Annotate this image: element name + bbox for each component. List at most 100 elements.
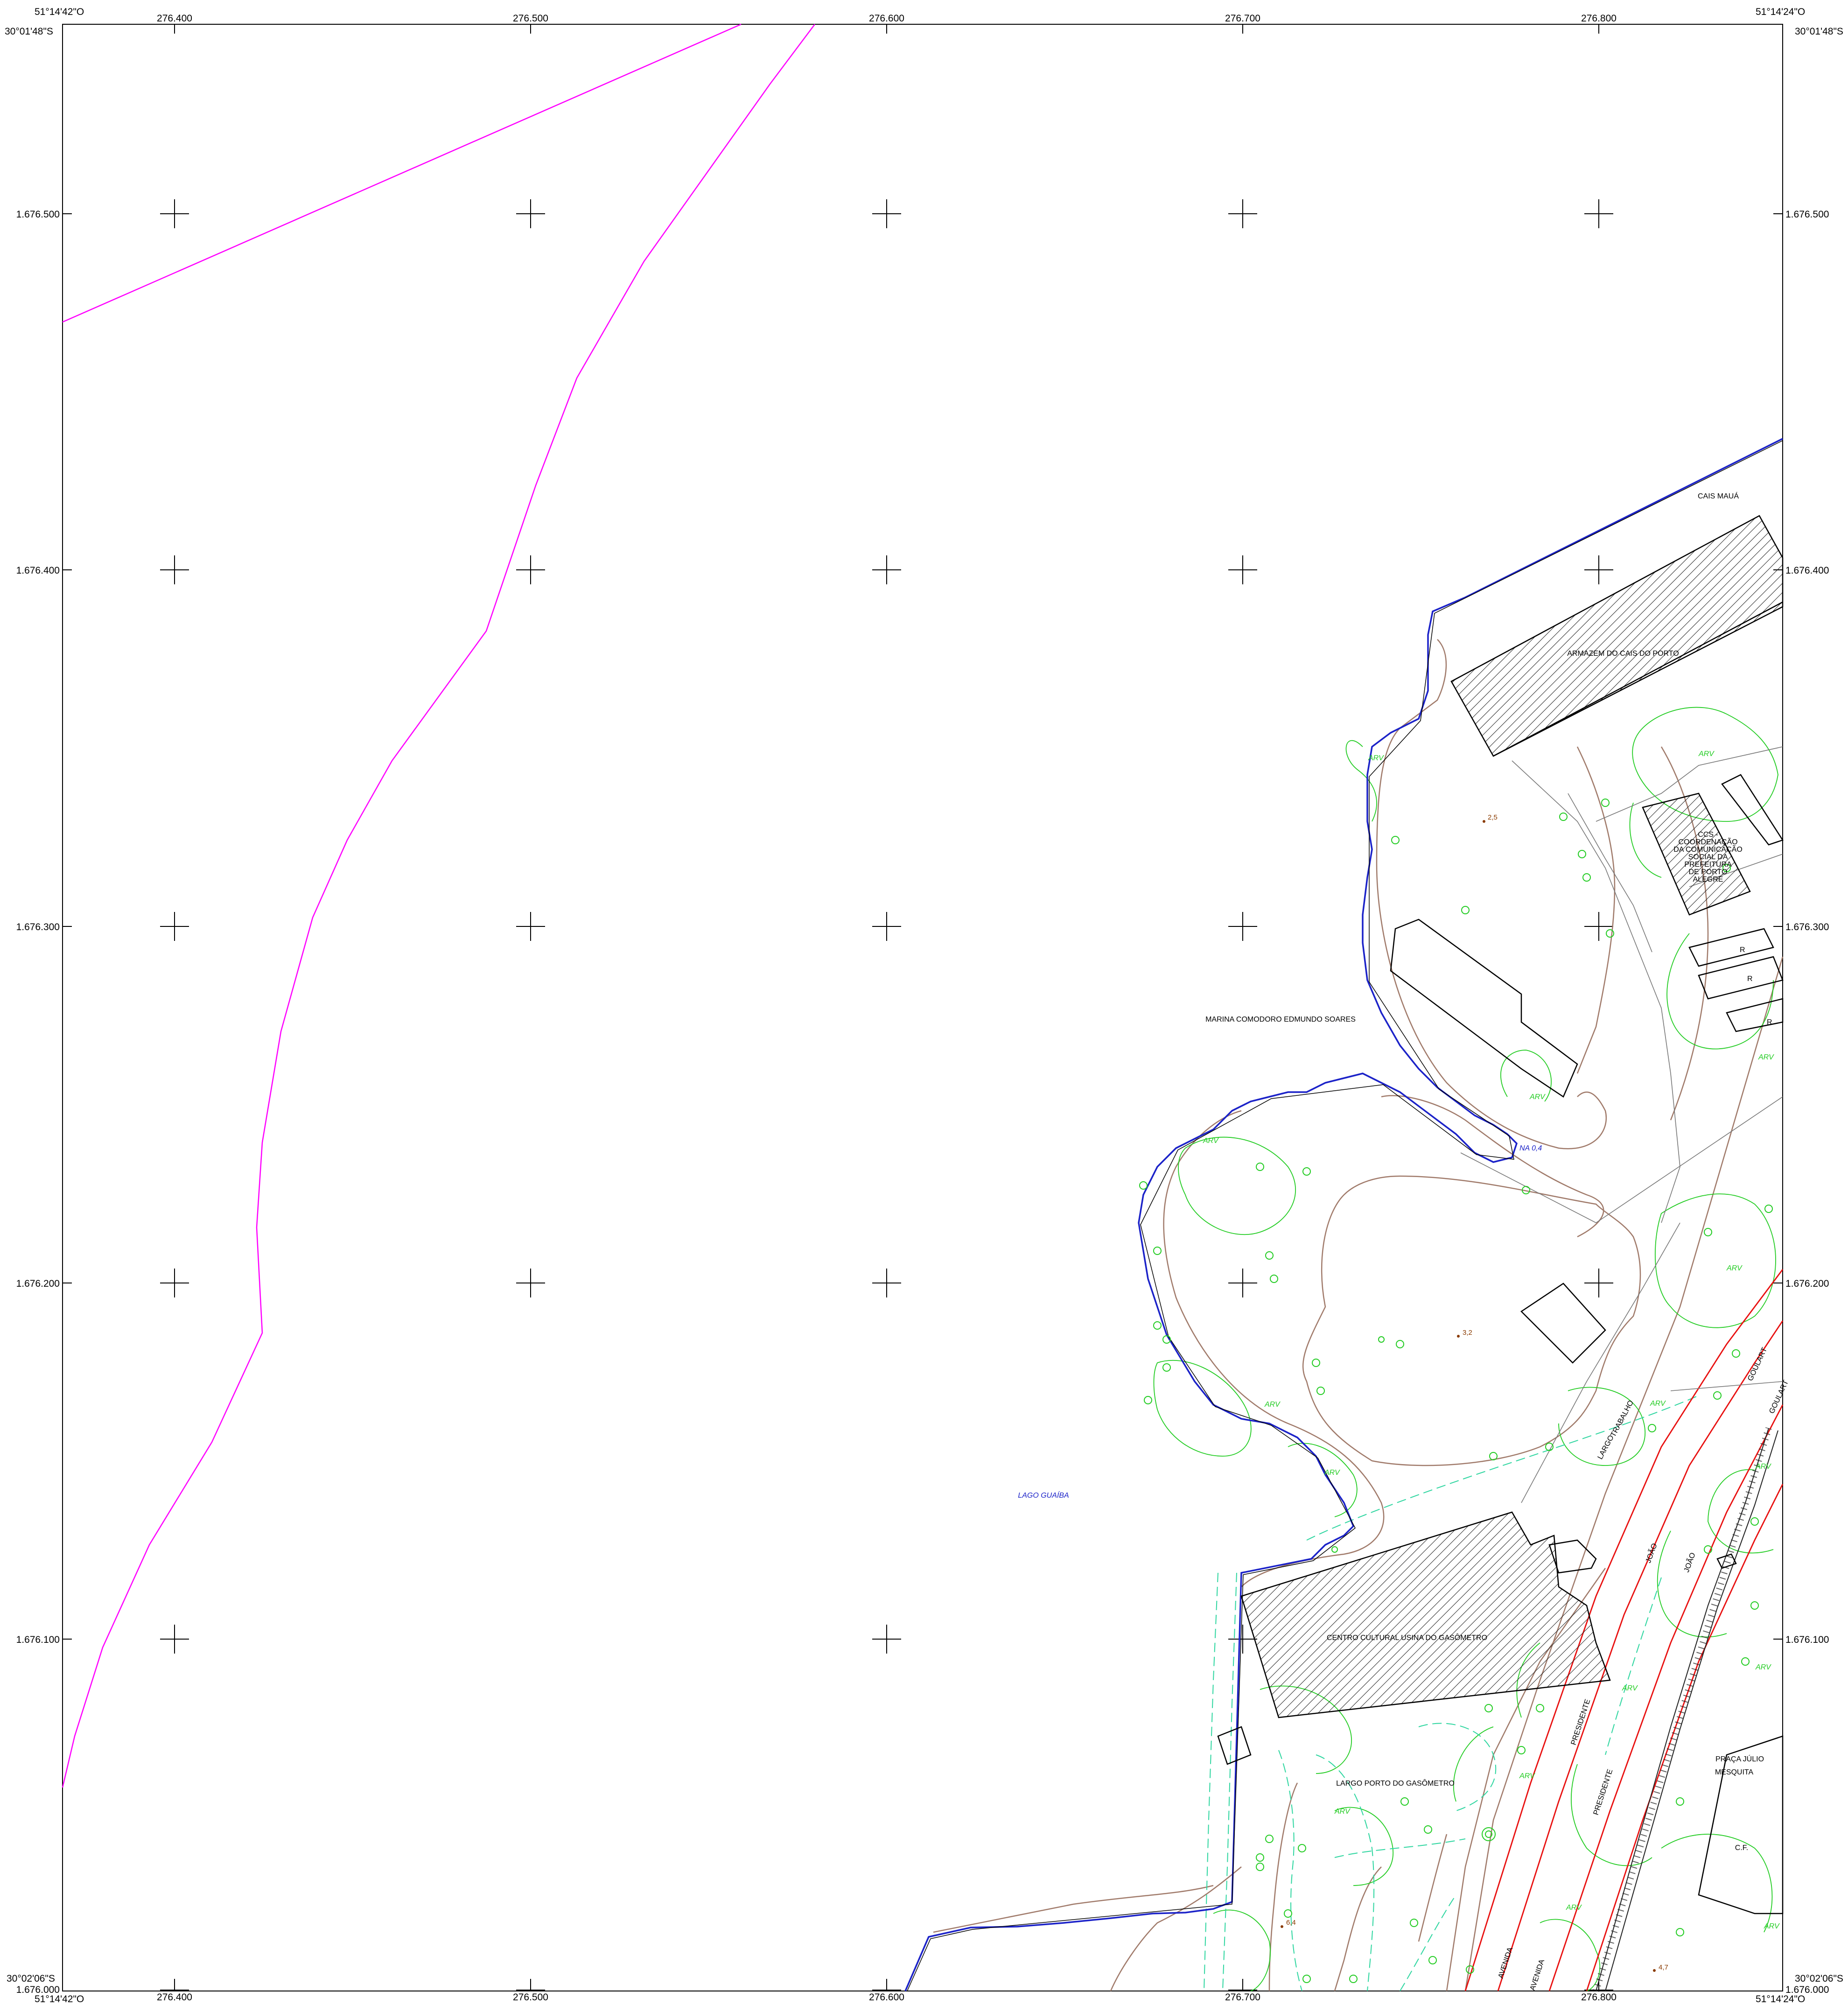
spot-height-dots	[1281, 820, 1656, 1972]
label-largo-porto: LARGO PORTO DO GASÔMETRO	[1336, 1779, 1455, 1788]
easting-bottom-276500: 276.500	[513, 1992, 548, 2003]
svg-text:PREFEITURA: PREFEITURA	[1684, 861, 1732, 869]
easting-bottom-276800: 276.800	[1581, 1992, 1617, 2003]
sidewalk-lines	[1204, 1395, 1699, 1991]
r-building-3	[1726, 998, 1784, 1032]
label-mesquita: MESQUITA	[1715, 1768, 1754, 1776]
label-goulart-1: GOULART	[1746, 1346, 1769, 1382]
label-praca-julio: PRAÇA JÚLIO	[1715, 1754, 1764, 1763]
svg-text:ARV: ARV	[1650, 1400, 1666, 1408]
label-lago-guaiba: LAGO GUAÍBA	[1018, 1491, 1069, 1500]
spot-height-6-4: 6,4	[1286, 1919, 1296, 1927]
avenue-lines	[1464, 1269, 1784, 1991]
label-trabalho: TRABALHO	[1610, 1399, 1636, 1438]
svg-text:ARV: ARV	[1755, 1663, 1771, 1671]
easting-bottom-276700: 276.700	[1225, 1992, 1260, 2003]
ccs-building	[1642, 792, 1751, 916]
annex-building	[1721, 774, 1784, 846]
corner-bottom-right-lat: 30°02'06"S	[1795, 1973, 1843, 1984]
spot-height-2-5: 2,5	[1488, 813, 1498, 821]
svg-text:ARV: ARV	[1324, 1469, 1340, 1477]
northing-left-1676300: 1.676.300	[16, 922, 60, 932]
corner-top-left-lon: 51°14'42"O	[35, 7, 84, 17]
label-avenida-2: AVENIDA	[1529, 1958, 1547, 1991]
svg-text:ARV: ARV	[1622, 1684, 1638, 1692]
northing-left-1676100: 1.676.100	[16, 1634, 60, 1645]
label-r-2: R	[1747, 975, 1753, 983]
tree-symbols	[1139, 799, 1773, 1983]
small-kiosk	[1217, 1726, 1252, 1765]
grid-crosses	[63, 24, 1783, 1991]
northing-left-1676000: 1.676.000	[16, 1984, 60, 1995]
armazem-building	[1450, 515, 1784, 757]
boundary-lines	[62, 23, 815, 1788]
svg-text:SOCIAL DA: SOCIAL DA	[1688, 853, 1728, 861]
easting-bottom-276400: 276.400	[157, 1992, 192, 2003]
label-marina: MARINA COMODORO EDMUNDO SOARES	[1205, 1016, 1356, 1024]
svg-text:ARV: ARV	[1758, 1053, 1774, 1061]
label-joao-2: JOÃO	[1681, 1551, 1697, 1574]
buildings	[1217, 515, 1784, 1914]
svg-text:DA COMUNICAÇÃO: DA COMUNICAÇÃO	[1673, 844, 1743, 854]
svg-text:ALEGRE: ALEGRE	[1693, 876, 1723, 883]
svg-text:ARV: ARV	[1698, 750, 1715, 758]
usina-annex	[1548, 1539, 1597, 1574]
easting-top-276700: 276.700	[1225, 13, 1260, 24]
label-na: NA 0,4	[1519, 1144, 1542, 1152]
svg-text:ARV: ARV	[1264, 1401, 1281, 1409]
label-goulart-2: GOULART	[1768, 1379, 1790, 1415]
northing-right-1676100: 1.676.100	[1785, 1634, 1829, 1645]
northing-left-1676200: 1.676.200	[16, 1278, 60, 1289]
contour-lines	[933, 639, 1784, 1991]
svg-text:ARV: ARV	[1726, 1264, 1743, 1272]
marina-building	[1390, 918, 1578, 1098]
usina-building	[1240, 1511, 1611, 1718]
arv-labels: ARV ARV ARV ARV ARV ARV ARV ARV ARV ARV …	[1203, 750, 1780, 1930]
svg-text:CCS -: CCS -	[1698, 831, 1718, 839]
svg-text:ARV: ARV	[1566, 1904, 1582, 1912]
square-building	[1520, 1283, 1606, 1364]
label-avenida-1: AVENIDA	[1497, 1946, 1515, 1979]
easting-bottom-276600: 276.600	[869, 1992, 904, 2003]
railway	[1593, 1427, 1778, 1992]
easting-top-276400: 276.400	[157, 13, 192, 24]
svg-text:ARV: ARV	[1334, 1808, 1351, 1816]
northing-left-1676400: 1.676.400	[16, 565, 60, 576]
corner-bottom-left-lon: 51°14'42"O	[35, 1994, 84, 2005]
label-cf: C.F.	[1735, 1844, 1748, 1852]
northing-right-1676000: 1.676.000	[1785, 1984, 1829, 1995]
corner-top-left-lat: 30°01'48"S	[5, 26, 53, 37]
easting-top-276600: 276.600	[869, 13, 904, 24]
label-joao-1: JOÃO	[1643, 1542, 1659, 1564]
northing-right-1676500: 1.676.500	[1785, 209, 1829, 220]
corner-bottom-right-lon: 51°14'24"O	[1756, 1994, 1805, 2005]
label-r-3: R	[1767, 1018, 1772, 1026]
praca-kiosk	[1716, 1553, 1737, 1569]
spot-height-3-2: 3,2	[1463, 1329, 1472, 1337]
label-armazem: ARMAZEM DO CAIS DO PORTO	[1567, 650, 1679, 658]
map-frame	[62, 24, 1783, 1991]
label-largo: LARGO	[1596, 1434, 1616, 1460]
svg-text:COORDENAÇÃO: COORDENAÇÃO	[1678, 837, 1737, 846]
label-cais-maua: CAIS MAUÁ	[1698, 491, 1739, 500]
northing-right-1676300: 1.676.300	[1785, 922, 1829, 932]
corner-top-right-lon: 51°14'24"O	[1756, 7, 1805, 17]
r-building-2	[1698, 956, 1784, 1000]
svg-text:ARV: ARV	[1764, 1922, 1780, 1930]
svg-text:ARV: ARV	[1755, 1463, 1771, 1471]
svg-text:ARV: ARV	[1519, 1772, 1535, 1780]
shoreline	[904, 438, 1783, 1991]
cf-building	[1698, 1735, 1784, 1914]
northing-right-1676200: 1.676.200	[1785, 1278, 1829, 1289]
northing-right-1676400: 1.676.400	[1785, 565, 1829, 576]
corner-top-right-lat: 30°01'48"S	[1795, 26, 1843, 37]
northing-left-1676500: 1.676.500	[16, 209, 60, 220]
svg-text:ARV: ARV	[1529, 1093, 1546, 1101]
label-r-1: R	[1740, 946, 1745, 954]
label-usina: CENTRO CULTURAL USINA DO GASÔMETRO	[1327, 1633, 1487, 1642]
easting-top-276800: 276.800	[1581, 13, 1617, 24]
label-ccs: CCS - COORDENAÇÃO DA COMUNICAÇÃO SOCIAL …	[1673, 831, 1743, 883]
svg-text:ARV: ARV	[1368, 754, 1384, 762]
r-building-1	[1688, 928, 1774, 967]
